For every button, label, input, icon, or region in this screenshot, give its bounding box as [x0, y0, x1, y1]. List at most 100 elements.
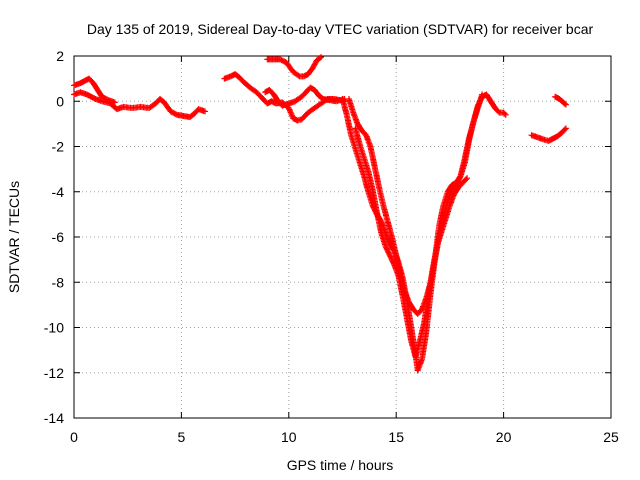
data-point-run [365, 169, 376, 191]
data-point-run [425, 267, 436, 298]
data-point-run [451, 185, 461, 196]
x-tick-label: 15 [388, 429, 404, 445]
data-point-run [78, 78, 87, 86]
data-point-run [456, 180, 465, 190]
data-point-run [389, 235, 399, 257]
data-point-run [308, 85, 317, 93]
y-tick-label: 2 [56, 48, 64, 64]
data-point-run [276, 99, 285, 108]
data-point-run [484, 92, 493, 104]
data-point-run [555, 130, 564, 139]
data-point-run [147, 101, 158, 111]
data-point-run [450, 180, 459, 188]
data-point-run [267, 88, 276, 97]
data-point-run [458, 160, 468, 178]
data-point-run [355, 122, 365, 133]
x-tick-label: 25 [603, 429, 619, 445]
data-point-run [85, 92, 98, 102]
y-tick-label: -14 [44, 410, 64, 426]
y-tick-label: -6 [52, 229, 65, 245]
data-point-run [265, 98, 274, 106]
data-point-run [454, 174, 463, 185]
data-point-run [460, 176, 469, 185]
data-point-run [271, 92, 281, 104]
data-point-run [501, 110, 508, 117]
y-tick-label: -8 [52, 274, 65, 290]
data-point-run [387, 253, 397, 266]
data-point-run [269, 98, 278, 106]
chart-title: Day 135 of 2019, Sidereal Day-to-day VTE… [87, 21, 594, 37]
data-point-run [87, 76, 96, 85]
data-point-run [395, 273, 406, 298]
data-point-run [304, 85, 313, 95]
data-point-run [237, 75, 246, 84]
data-point [202, 108, 209, 115]
data-point [502, 111, 509, 118]
data-point-run [312, 88, 321, 98]
y-tick-label: -4 [52, 184, 65, 200]
data-point-run [192, 107, 201, 116]
data-point-run [542, 137, 551, 144]
grid-lines [74, 56, 611, 418]
data-point-run [406, 300, 416, 312]
data-point-run [293, 94, 304, 104]
y-tick-label: -12 [44, 365, 64, 381]
data-point-run [301, 71, 311, 79]
data-point-run [417, 321, 427, 343]
data-point-run [100, 94, 111, 103]
data-point-run [383, 244, 393, 257]
data-point-run [306, 105, 317, 115]
data-point-run [248, 85, 259, 95]
data-point-run [359, 128, 369, 138]
data-point-run [306, 66, 315, 76]
data-point-run [82, 76, 91, 84]
data-point-run [551, 133, 560, 141]
data-point-run [557, 96, 568, 107]
data-point-run [471, 106, 481, 124]
y-tick-label: -10 [44, 320, 64, 336]
y-tick-label: -2 [52, 139, 65, 155]
data-point-run [158, 96, 167, 105]
data-point-run [559, 126, 568, 135]
data-point-run [263, 87, 272, 95]
data-point-run [436, 203, 447, 228]
data-point-run [310, 58, 319, 71]
data-point-run [493, 106, 502, 115]
data-point-run [339, 97, 350, 117]
data-point-run [399, 294, 410, 320]
data-point-run [376, 185, 386, 207]
data-point-run [295, 116, 304, 124]
data-point [562, 101, 569, 108]
data-point-run [385, 219, 395, 239]
data-point-run [380, 203, 391, 223]
data-point-run [475, 93, 485, 110]
data-point-run [291, 115, 300, 123]
data-point-run [228, 71, 237, 79]
data-point-run [278, 57, 289, 66]
data-point-run [91, 81, 100, 92]
data-point-run [488, 99, 498, 110]
x-tick-label: 0 [70, 429, 78, 445]
x-tick-label: 5 [178, 429, 186, 445]
data-point-run [233, 71, 242, 80]
data-marks [71, 54, 569, 374]
data-point-run [153, 97, 162, 106]
data-point-run [430, 244, 440, 271]
data-point-run [352, 126, 363, 146]
data-point [562, 125, 569, 132]
data-point-run [314, 55, 323, 63]
data-point-run [553, 94, 562, 102]
data-point [464, 175, 471, 182]
y-tick-label: 0 [56, 93, 64, 109]
data-point-run [241, 80, 253, 90]
data-point-run [466, 120, 477, 142]
data-point-run [316, 93, 326, 102]
data-point-run [367, 145, 378, 169]
data-point [318, 54, 325, 61]
data-point-run [372, 165, 382, 189]
data-point-run [162, 100, 173, 114]
data-point [479, 91, 486, 98]
data-point-run [188, 111, 197, 120]
